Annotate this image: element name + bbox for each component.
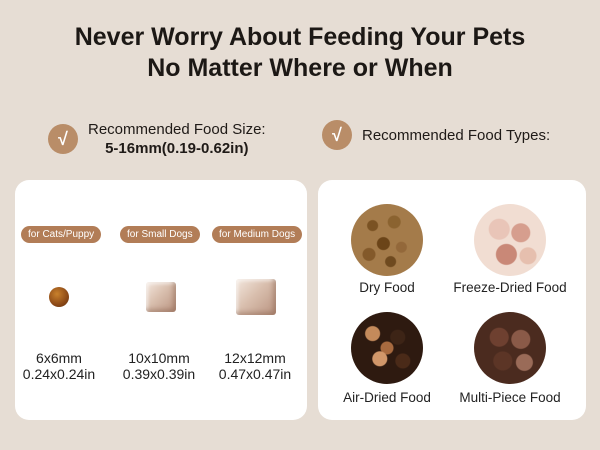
check-icon: √ [322, 120, 352, 150]
headline-line-2: No Matter Where or When [147, 54, 453, 82]
cube-10mm-image [146, 282, 176, 312]
badge-medium-dogs: for Medium Dogs [212, 226, 303, 243]
check-icon: √ [48, 124, 78, 154]
food-label-dry: Dry Food [359, 280, 415, 295]
recommended-size-value: 5-16mm(0.19-0.62in) [105, 140, 249, 157]
badge-cats-puppy: for Cats/Puppy [21, 226, 102, 243]
food-label-air-dried: Air-Dried Food [343, 390, 431, 405]
size-panel: for Cats/Puppy for Small Dogs for Medium… [15, 180, 307, 420]
size-label-medium-dogs: 12x12mm 0.47x0.47in [218, 350, 292, 382]
recommended-types-label: Recommended Food Types: [362, 126, 551, 144]
recommended-size-label: Recommended Food Size: [88, 121, 266, 138]
headline: Never Worry About Feeding Your Pets No M… [0, 22, 600, 84]
multi-piece-food-image [474, 312, 546, 384]
food-types-panel: Dry Food Freeze-Dried Food Air-Dried Foo… [318, 180, 586, 420]
freeze-dried-food-image [474, 204, 546, 276]
cube-12mm-image [236, 279, 276, 315]
kibble-6mm-image [49, 287, 69, 307]
food-label-multi-piece: Multi-Piece Food [459, 390, 561, 405]
size-label-cats: 6x6mm 0.24x0.24in [22, 350, 96, 382]
badge-small-dogs: for Small Dogs [120, 226, 200, 243]
dry-food-image [351, 204, 423, 276]
size-label-small-dogs: 10x10mm 0.39x0.39in [122, 350, 196, 382]
air-dried-food-image [351, 312, 423, 384]
food-label-freeze-dried: Freeze-Dried Food [453, 280, 567, 295]
recommended-types: √ Recommended Food Types: [322, 120, 550, 150]
headline-line-1: Never Worry About Feeding Your Pets [74, 23, 526, 51]
recommended-size: √ Recommended Food Size: 5-16mm(0.19-0.6… [48, 120, 266, 158]
